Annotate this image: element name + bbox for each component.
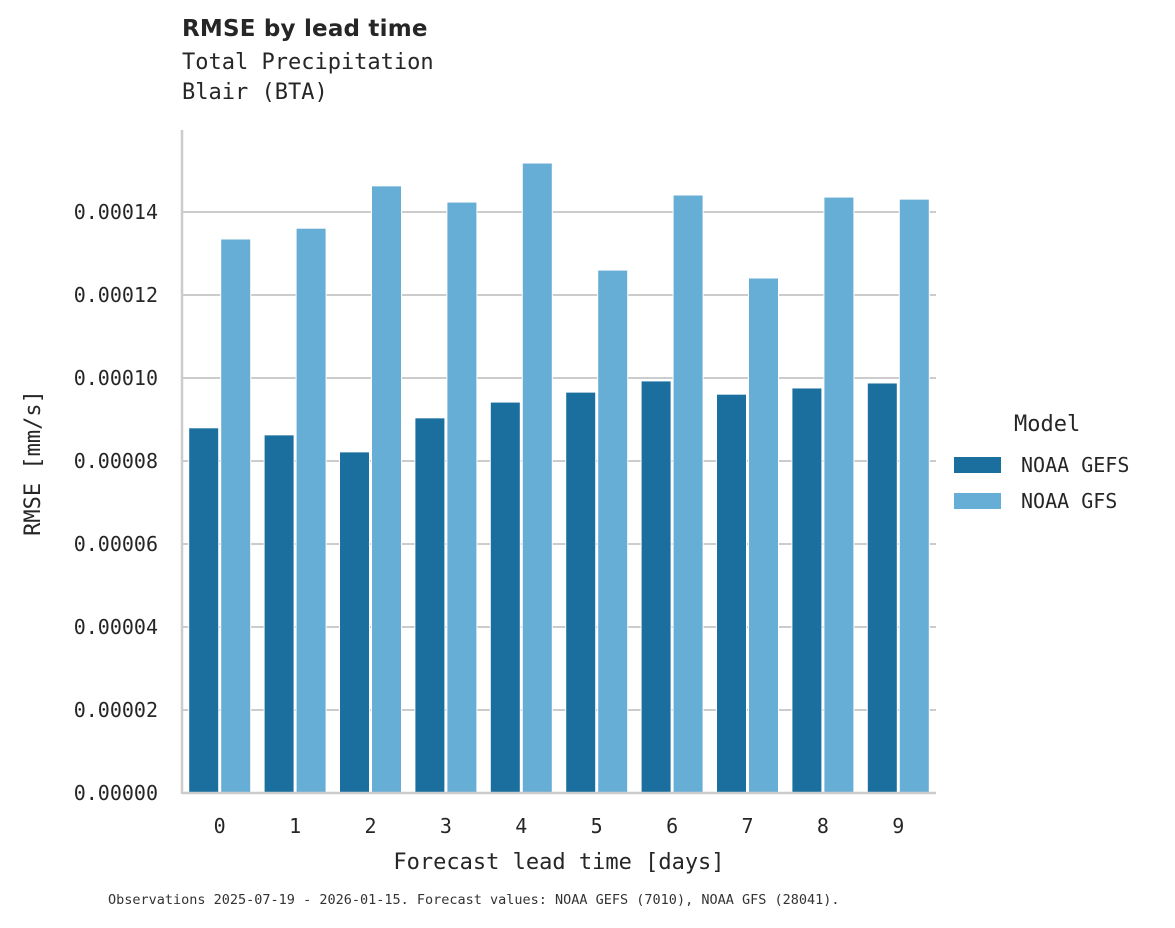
- chart-title: RMSE by lead time: [182, 16, 428, 42]
- x-tick-label: 8: [817, 814, 829, 838]
- bar-noaa-gfs: [672, 194, 704, 794]
- x-tick-label: 7: [741, 814, 753, 838]
- bar-noaa-gefs: [263, 434, 295, 794]
- bar-noaa-gefs: [716, 393, 747, 794]
- bar-noaa-gefs: [414, 417, 446, 794]
- x-tick-label: 4: [515, 814, 527, 838]
- y-tick-label: 0.00012: [74, 283, 158, 307]
- bar-noaa-gfs: [446, 201, 478, 794]
- x-tick-label: 6: [666, 814, 678, 838]
- bar-noaa-gefs: [339, 451, 370, 794]
- bar-noaa-gfs: [371, 185, 402, 794]
- y-tick-label: 0.00010: [74, 366, 158, 390]
- y-axis-label: RMSE [mm/s]: [21, 390, 46, 536]
- x-tick-label: 2: [364, 814, 376, 838]
- y-tick-label: 0.00014: [74, 200, 158, 224]
- bar-noaa-gefs: [565, 391, 597, 794]
- legend-label: NOAA GEFS: [1021, 453, 1130, 477]
- y-tick-label: 0.00002: [74, 698, 158, 722]
- x-tick-label: 5: [591, 814, 603, 838]
- bar-noaa-gfs: [597, 269, 629, 794]
- x-tick-label: 9: [892, 814, 904, 838]
- legend: Model NOAA GEFS NOAA GFS: [954, 412, 1129, 519]
- bar-noaa-gfs: [748, 277, 779, 794]
- chart-subtitle-variable: Total Precipitation: [182, 50, 434, 75]
- legend-swatch-gefs: [954, 457, 1001, 473]
- x-tick-label: 1: [289, 814, 301, 838]
- bar-noaa-gefs: [489, 401, 521, 794]
- x-tick-label: 3: [440, 814, 452, 838]
- footnote: Observations 2025-07-19 - 2026-01-15. Fo…: [108, 892, 840, 908]
- bar-noaa-gfs: [220, 238, 252, 794]
- bar-noaa-gfs: [823, 196, 855, 794]
- y-tick-label: 0.00000: [74, 781, 158, 805]
- bar-noaa-gefs: [188, 427, 220, 794]
- legend-item-gefs: NOAA GEFS: [954, 447, 1129, 483]
- x-tick-label: 0: [214, 814, 226, 838]
- y-tick-label: 0.00006: [74, 532, 158, 556]
- bar-noaa-gfs: [898, 198, 930, 794]
- bar-noaa-gefs: [866, 382, 898, 794]
- bar-noaa-gefs: [791, 387, 823, 794]
- x-axis-label: Forecast lead time [days]: [393, 850, 724, 875]
- legend-item-gfs: NOAA GFS: [954, 483, 1129, 519]
- y-tick-label: 0.00004: [74, 615, 158, 639]
- legend-label: NOAA GFS: [1021, 489, 1118, 513]
- bar-noaa-gfs: [295, 227, 327, 794]
- legend-title: Model: [1014, 412, 1081, 437]
- y-tick-label: 0.00008: [74, 449, 158, 473]
- bar-noaa-gefs: [640, 380, 672, 794]
- bar-noaa-gfs: [521, 162, 553, 794]
- legend-swatch-gfs: [954, 493, 1001, 509]
- chart-subtitle-location: Blair (BTA): [182, 80, 328, 105]
